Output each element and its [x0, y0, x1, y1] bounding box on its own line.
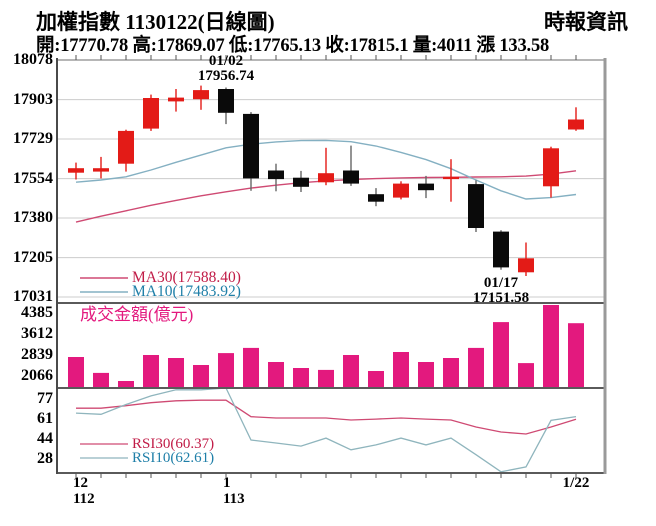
candle-body — [443, 176, 459, 180]
volume-bar — [168, 358, 184, 388]
candle-body — [518, 258, 534, 273]
volume-bar — [143, 355, 159, 388]
candle-body — [143, 98, 159, 129]
candle-body — [318, 173, 334, 183]
volume-bar — [68, 357, 84, 388]
volume-bar — [543, 305, 559, 388]
candle-body — [393, 183, 409, 198]
candle-body — [543, 148, 559, 187]
volume-bar — [268, 362, 284, 388]
volume-bar — [118, 381, 134, 388]
volume-panel-label: 成交金額(億元) — [80, 305, 194, 324]
volume-bar — [393, 352, 409, 388]
candle-body — [268, 170, 284, 180]
candle-body — [293, 177, 309, 187]
candles — [68, 85, 584, 276]
candle-body — [343, 170, 359, 184]
volume-bar — [293, 368, 309, 388]
candle-body — [168, 97, 184, 102]
axis-ticks — [75, 55, 577, 478]
legend-rsi30-label: RSI30(60.37) — [132, 436, 215, 452]
volume-bar — [368, 371, 384, 388]
candle-body — [568, 119, 584, 130]
volume-bar — [318, 369, 334, 388]
volume-bar — [93, 372, 109, 388]
rsi30-line — [76, 399, 577, 435]
volume-bar — [243, 347, 259, 388]
data-source: 時報資訊 — [544, 10, 628, 34]
volume-bars — [68, 305, 584, 388]
volume-bar — [518, 363, 534, 388]
candle-body — [68, 168, 84, 173]
ohlc-quote: 開:17770.78 高:17869.07 低:17765.13 收:17815… — [36, 36, 550, 56]
panel-borders — [56, 58, 607, 474]
candle-body — [218, 89, 234, 113]
legend-rsi10-label: RSI10(62.61) — [132, 450, 215, 466]
candle-body — [93, 168, 109, 172]
legend-ma30-label: MA30(17588.40) — [132, 269, 241, 286]
volume-bar — [193, 365, 209, 388]
candle-body — [193, 90, 209, 100]
volume-bar — [218, 353, 234, 388]
candle-body — [243, 113, 259, 179]
legend-ma10-label: MA10(17483.92) — [132, 283, 241, 300]
volume-bar — [343, 355, 359, 388]
candle-body — [468, 184, 484, 228]
volume-bar — [493, 322, 509, 388]
ma10-line — [75, 139, 577, 200]
candle-body — [493, 231, 509, 268]
volume-bar — [468, 347, 484, 388]
candle-body — [118, 130, 134, 164]
rsi10-line — [75, 387, 577, 473]
volume-bar — [568, 323, 584, 388]
chart-title: 加權指數 1130122(日線圖) — [36, 10, 275, 34]
volume-bar — [418, 362, 434, 388]
volume-bar — [443, 358, 459, 388]
candle-body — [368, 194, 384, 202]
candle-body — [418, 183, 434, 191]
